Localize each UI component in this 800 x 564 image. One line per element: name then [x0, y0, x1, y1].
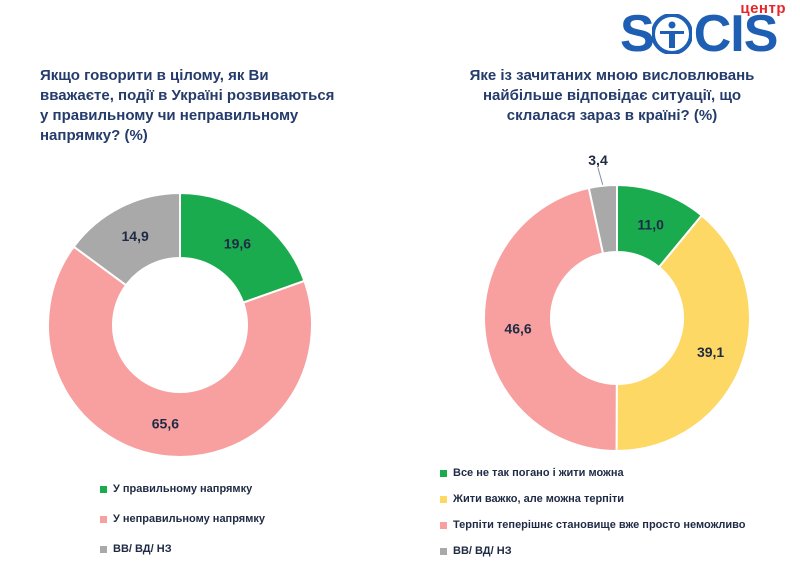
left-chart-data-label-1: 19,6: [224, 236, 251, 252]
left-chart-legend-item-2: У неправильному напрямку: [100, 504, 265, 534]
logo-centr-text: центр: [740, 0, 786, 17]
right-chart-slice-2: [615, 214, 751, 452]
right-chart-slice-4: [587, 183, 618, 255]
left-chart-slice-2: [47, 245, 313, 458]
left-chart-legend-swatch-2: [100, 515, 107, 523]
right-chart-slice-3: [483, 186, 618, 453]
left-chart-legend: У правильному напрямку У неправильному на…: [100, 474, 265, 564]
right-chart-data-label-2: 39,1: [697, 344, 724, 360]
left-chart-legend-label-2: У неправильному напрямку: [113, 513, 265, 525]
left-chart-title: Якщо говорити в цілому, як Ви вважаєте, …: [40, 67, 335, 144]
left-chart-data-label-2: 65,6: [152, 415, 179, 431]
right-chart-title: Яке із зачитаних мною висловлювань найбі…: [469, 67, 755, 124]
right-chart-legend: Все не так погано і жити можна Жити важко…: [440, 460, 745, 564]
logo-figure-icon: [652, 14, 692, 54]
socis-logo: центр S CIS: [620, 0, 792, 62]
left-chart-data-label-3: 14,9: [122, 228, 149, 244]
right-chart-legend-item-2: Жити важко, але можна терпіти: [440, 486, 745, 512]
right-chart-legend-swatch-4: [440, 547, 447, 555]
left-chart-legend-item-1: У правильному напрямку: [100, 474, 265, 504]
right-chart-legend-swatch-2: [440, 495, 447, 503]
right-chart-legend-swatch-3: [440, 521, 447, 529]
left-chart-legend-swatch-1: [100, 485, 107, 493]
right-chart-data-label-1: 11,0: [637, 216, 664, 232]
logo-brand-left: S: [620, 5, 655, 63]
logo-brand: S CIS: [620, 5, 779, 63]
right-chart-legend-label-1: Все не так погано і жити можна: [453, 467, 624, 479]
left-chart-legend-label-3: ВВ/ ВД/ НЗ: [113, 543, 172, 555]
left-chart-legend-item-3: ВВ/ ВД/ НЗ: [100, 534, 265, 564]
right-chart-legend-label-2: Жити важко, але можна терпіти: [453, 493, 625, 505]
right-chart-legend-label-3: Терпіти теперішнє становище вже просто н…: [453, 519, 746, 531]
right-chart-data-label-3: 46,6: [504, 320, 531, 336]
left-chart-slice-3: [72, 191, 181, 287]
logo-brand-right: CIS: [693, 5, 779, 63]
left-chart-legend-swatch-3: [100, 545, 107, 553]
right-chart-legend-item-1: Все не так погано і жити можна: [440, 460, 745, 486]
left-chart-legend-label-1: У правильному напрямку: [113, 483, 253, 495]
right-chart-legend-label-4: ВВ/ ВД/ НЗ: [453, 545, 512, 557]
right-chart-legend-item-3: Терпіти теперішнє становище вже просто н…: [440, 512, 745, 538]
right-chart-leader-line-4: [597, 167, 604, 185]
right-chart-data-label-4: 3,4: [588, 152, 608, 168]
right-chart-legend-swatch-1: [440, 469, 447, 477]
right-chart-legend-item-4: ВВ/ ВД/ НЗ: [440, 538, 745, 564]
